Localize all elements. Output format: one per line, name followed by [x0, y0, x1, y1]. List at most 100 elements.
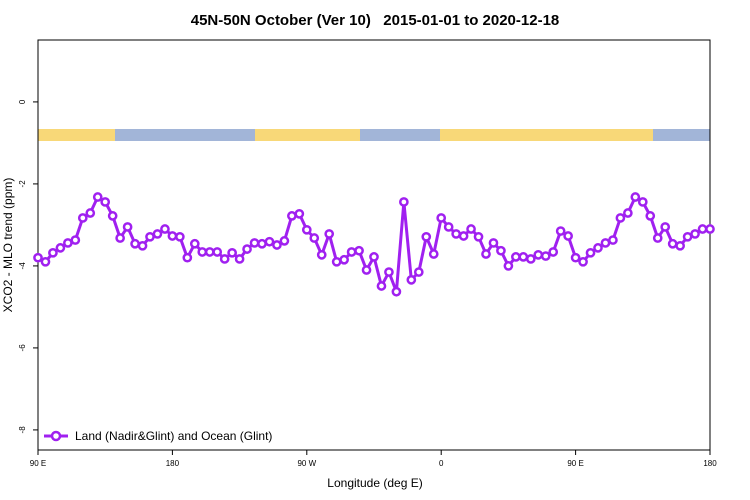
data-point [115, 233, 125, 243]
y-tick-label: -8 [18, 426, 27, 434]
data-point [690, 229, 700, 239]
x-tick-label: 90 W [297, 459, 316, 468]
data-point [421, 231, 432, 242]
data-point [272, 240, 282, 250]
data-point [63, 238, 73, 248]
data-point [145, 231, 155, 242]
data-point [167, 231, 178, 241]
data-point [152, 229, 163, 239]
data-point [511, 252, 521, 262]
data-point [697, 224, 708, 234]
data-point [436, 213, 447, 223]
data-point [309, 233, 320, 243]
data-point [406, 275, 417, 285]
data-point [630, 192, 641, 202]
data-point [70, 235, 81, 245]
data-point [488, 238, 499, 248]
data-point [578, 256, 588, 267]
data-point [204, 247, 215, 257]
data-point [175, 231, 185, 242]
data-point [376, 281, 387, 291]
y-tick-label: -4 [18, 262, 27, 270]
data-point [682, 231, 693, 242]
data-point [316, 249, 327, 260]
data-point [391, 286, 402, 297]
legend: Land (Nadir&Glint) and Ocean (Glint) [44, 429, 272, 443]
data-point [137, 240, 148, 251]
data-point [264, 236, 275, 247]
x-tick-label: 180 [166, 459, 180, 468]
data-point [346, 247, 357, 257]
x-tick-label: 0 [439, 459, 444, 468]
x-axis-label: Longitude (deg E) [327, 476, 422, 490]
data-point [92, 192, 103, 202]
data-point [623, 208, 633, 218]
y-tick-label: -6 [18, 344, 27, 352]
data-point [249, 238, 260, 248]
legend-marker [50, 430, 62, 442]
data-point [652, 233, 663, 243]
data-point [77, 213, 88, 223]
data-point [645, 211, 656, 221]
data-point [257, 238, 267, 249]
data-point [294, 208, 305, 219]
plot-frame [37, 39, 711, 451]
data-point [189, 238, 200, 249]
data-point [85, 208, 96, 218]
data-point [600, 238, 611, 248]
data-point [227, 247, 237, 258]
data-point [466, 224, 476, 234]
data-point [533, 249, 544, 260]
x-tick-label: 90 E [30, 459, 46, 468]
data-point [570, 252, 581, 263]
y-tick-label: 0 [18, 99, 27, 104]
data-point [384, 267, 394, 277]
data-point [458, 231, 469, 241]
x-tick-label: 90 E [567, 459, 583, 468]
chart-title: 45N-50N October (Ver 10) 2015-01-01 to 2… [191, 12, 560, 29]
data-point [667, 238, 678, 249]
data-point [40, 256, 51, 267]
data-point [518, 252, 529, 262]
x-tick-label: 180 [703, 459, 717, 468]
data-point [339, 254, 349, 265]
data-point [563, 231, 573, 241]
data-point [675, 240, 685, 251]
data-point [496, 245, 506, 256]
data-point [324, 229, 335, 239]
data-point [615, 213, 626, 223]
data-point [234, 254, 245, 264]
data-point [481, 249, 491, 259]
data-point [33, 252, 43, 263]
data-point [660, 222, 671, 232]
data-point [555, 226, 566, 236]
data-point [354, 245, 364, 256]
data-point [451, 229, 461, 239]
data-point [301, 224, 312, 235]
data-point [55, 243, 66, 253]
data-point [608, 235, 618, 245]
data-point [705, 224, 715, 234]
data-point [637, 197, 648, 207]
data-point [122, 222, 133, 232]
data-point [413, 267, 424, 277]
data-point [593, 243, 603, 253]
data-point [100, 197, 111, 207]
data-point [503, 261, 514, 271]
data-point [361, 265, 372, 275]
legend-label: Land (Nadir&Glint) and Ocean (Glint) [75, 429, 272, 443]
data-point [219, 254, 230, 264]
data-point [197, 247, 208, 257]
data-point [212, 247, 223, 257]
y-axis-label: XCO2 - MLO trend (ppm) [1, 178, 15, 313]
data-point [585, 247, 596, 258]
data-point [130, 238, 140, 249]
data-point [242, 244, 252, 254]
data-point [525, 254, 536, 264]
data-point [331, 256, 342, 267]
data-point [160, 224, 170, 234]
data-point [428, 249, 439, 259]
data-point [473, 231, 484, 242]
data-point [279, 236, 290, 246]
